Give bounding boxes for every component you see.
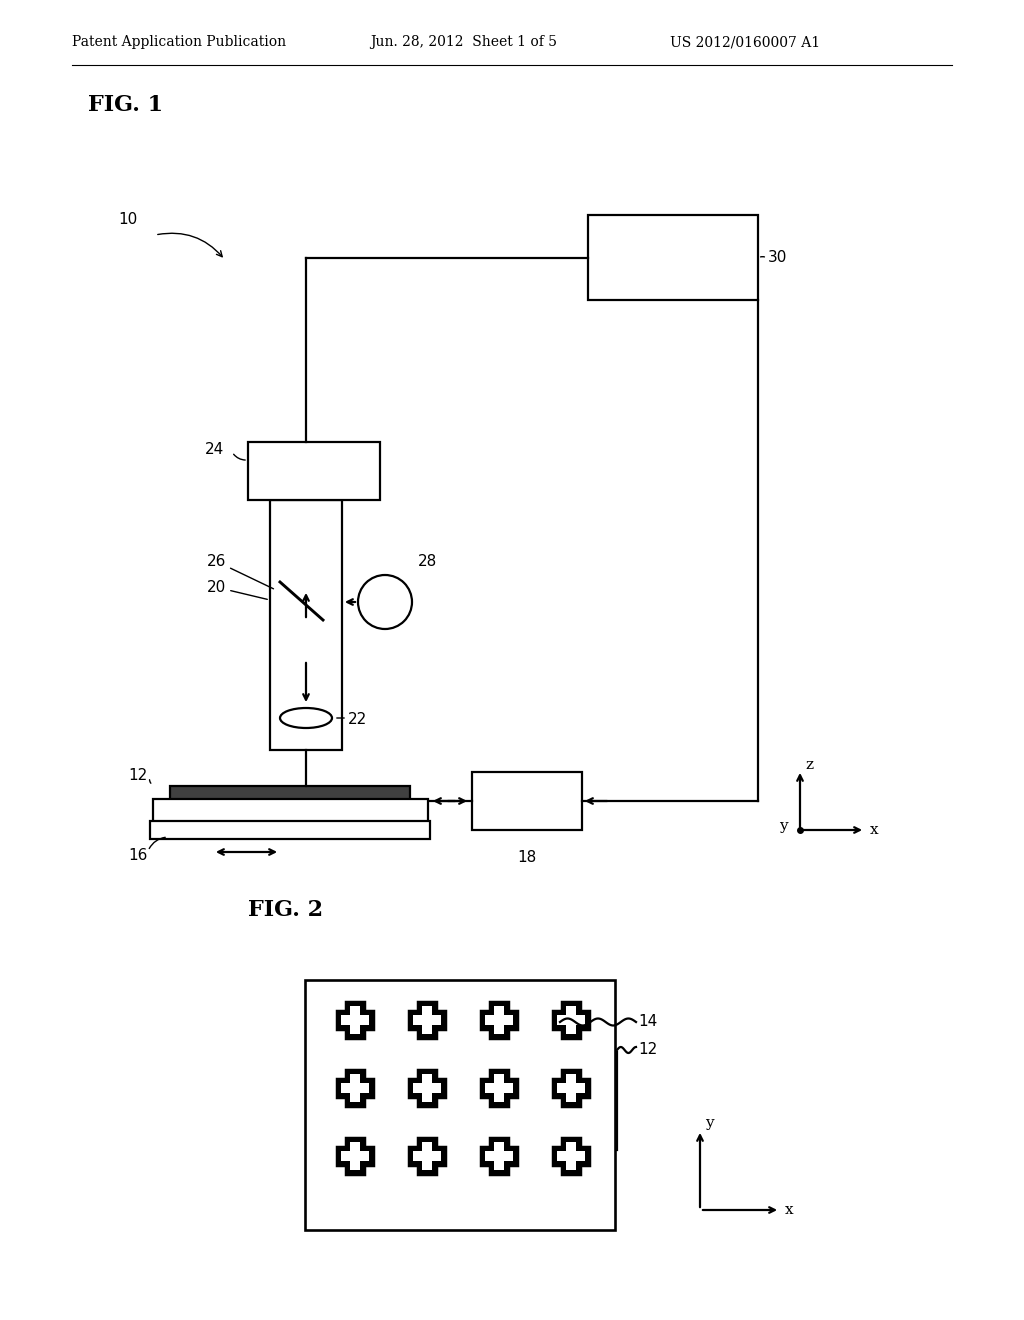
Bar xyxy=(557,1084,585,1093)
Bar xyxy=(485,1084,513,1093)
Bar xyxy=(495,1074,504,1102)
Bar xyxy=(305,979,615,1230)
Text: Jun. 28, 2012  Sheet 1 of 5: Jun. 28, 2012 Sheet 1 of 5 xyxy=(370,36,557,49)
Bar xyxy=(566,1006,575,1034)
FancyBboxPatch shape xyxy=(553,1078,589,1097)
Bar xyxy=(472,772,582,830)
Bar xyxy=(341,1084,369,1093)
FancyBboxPatch shape xyxy=(481,1011,517,1030)
Bar xyxy=(485,1151,513,1160)
FancyBboxPatch shape xyxy=(337,1078,373,1097)
Text: 12: 12 xyxy=(638,1043,657,1057)
Text: 28: 28 xyxy=(418,554,437,569)
FancyBboxPatch shape xyxy=(562,1071,580,1106)
Text: 14: 14 xyxy=(638,1015,657,1030)
FancyBboxPatch shape xyxy=(481,1147,517,1166)
FancyBboxPatch shape xyxy=(490,1071,508,1106)
FancyBboxPatch shape xyxy=(553,1147,589,1166)
Bar xyxy=(557,1151,585,1160)
Bar xyxy=(248,442,380,500)
Bar xyxy=(485,1015,513,1024)
Bar xyxy=(588,215,758,300)
Text: Patent Application Publication: Patent Application Publication xyxy=(72,36,286,49)
Bar xyxy=(414,1084,440,1093)
Bar xyxy=(341,1015,369,1024)
Text: 30: 30 xyxy=(768,251,787,265)
FancyBboxPatch shape xyxy=(409,1147,445,1166)
Text: x: x xyxy=(870,822,879,837)
FancyBboxPatch shape xyxy=(418,1071,436,1106)
FancyBboxPatch shape xyxy=(562,1002,580,1038)
FancyBboxPatch shape xyxy=(490,1138,508,1173)
Bar xyxy=(422,1006,432,1034)
Bar xyxy=(495,1006,504,1034)
FancyBboxPatch shape xyxy=(337,1147,373,1166)
FancyBboxPatch shape xyxy=(409,1078,445,1097)
FancyBboxPatch shape xyxy=(346,1138,364,1173)
Bar xyxy=(414,1151,440,1160)
Text: 20: 20 xyxy=(207,581,226,595)
Bar xyxy=(566,1142,575,1170)
FancyBboxPatch shape xyxy=(490,1002,508,1038)
Text: 12: 12 xyxy=(128,767,147,783)
Text: 22: 22 xyxy=(348,713,368,727)
Text: z: z xyxy=(805,758,813,772)
FancyBboxPatch shape xyxy=(418,1002,436,1038)
Text: y: y xyxy=(779,818,788,833)
Text: 18: 18 xyxy=(517,850,537,866)
FancyBboxPatch shape xyxy=(337,1011,373,1030)
Bar xyxy=(495,1142,504,1170)
FancyBboxPatch shape xyxy=(346,1071,364,1106)
Bar xyxy=(350,1142,359,1170)
Text: x: x xyxy=(785,1203,794,1217)
FancyBboxPatch shape xyxy=(409,1011,445,1030)
Bar xyxy=(557,1015,585,1024)
Bar xyxy=(270,500,342,750)
Bar xyxy=(170,785,410,800)
FancyBboxPatch shape xyxy=(553,1011,589,1030)
Bar xyxy=(422,1142,432,1170)
Text: 24: 24 xyxy=(205,442,224,458)
Ellipse shape xyxy=(280,708,332,729)
FancyBboxPatch shape xyxy=(346,1002,364,1038)
Text: FIG. 1: FIG. 1 xyxy=(88,94,163,116)
Bar xyxy=(350,1074,359,1102)
FancyBboxPatch shape xyxy=(562,1138,580,1173)
FancyBboxPatch shape xyxy=(418,1138,436,1173)
Bar xyxy=(422,1074,432,1102)
FancyBboxPatch shape xyxy=(481,1078,517,1097)
Text: FIG. 2: FIG. 2 xyxy=(248,899,324,921)
Bar xyxy=(414,1015,440,1024)
Text: 26: 26 xyxy=(207,554,226,569)
Bar xyxy=(153,799,428,822)
Bar xyxy=(341,1151,369,1160)
Text: US 2012/0160007 A1: US 2012/0160007 A1 xyxy=(670,36,820,49)
Text: y: y xyxy=(705,1115,714,1130)
Bar xyxy=(350,1006,359,1034)
Circle shape xyxy=(358,576,412,630)
Text: 16: 16 xyxy=(128,847,147,862)
Text: 10: 10 xyxy=(118,213,137,227)
Bar xyxy=(150,821,430,840)
Bar xyxy=(566,1074,575,1102)
